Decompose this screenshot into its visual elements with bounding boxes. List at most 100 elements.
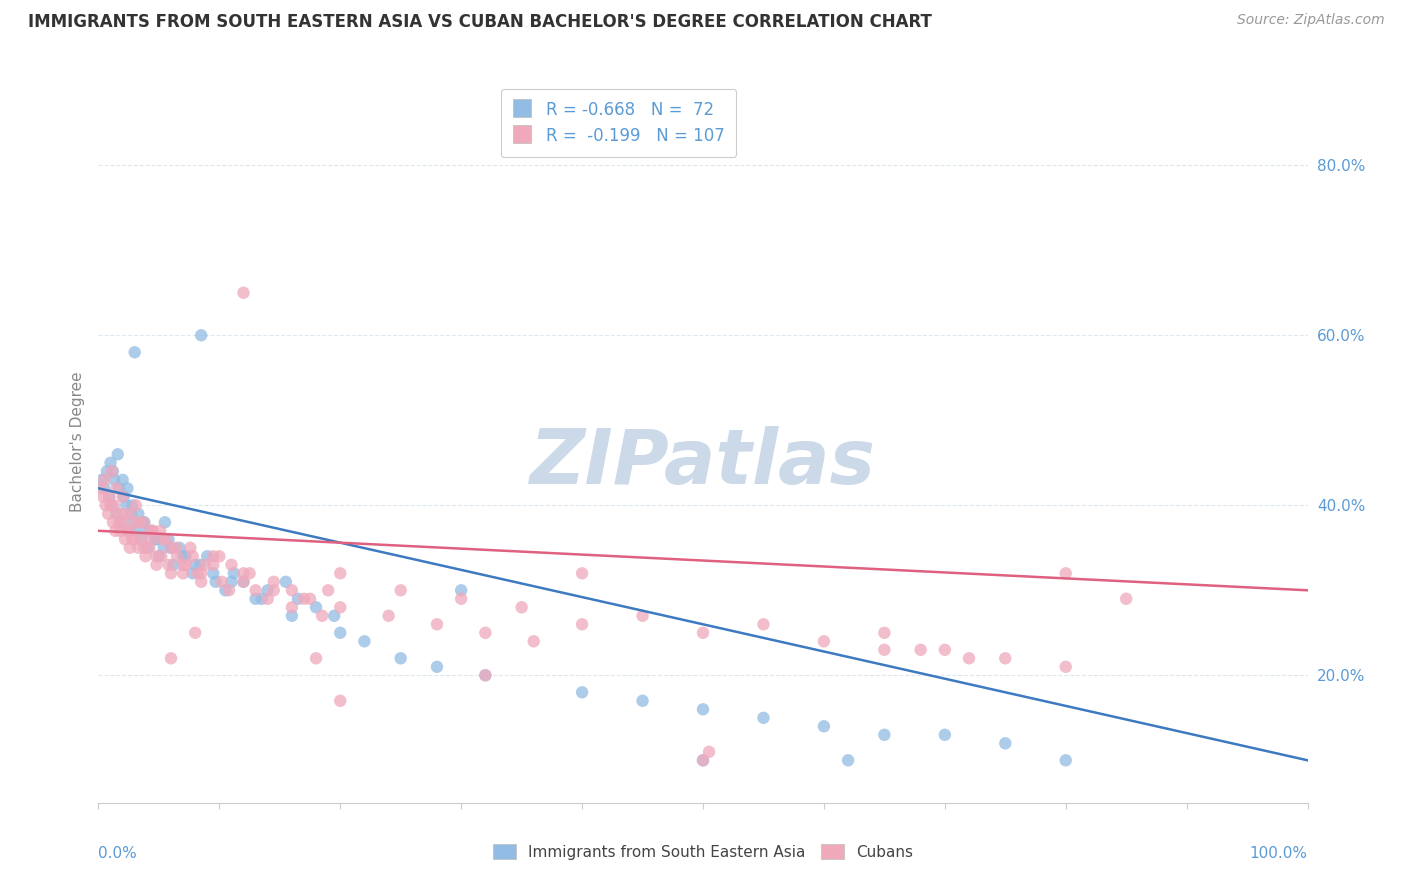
Point — [292, 591, 315, 606]
Point — [110, 516, 132, 530]
Point — [181, 566, 204, 581]
Point — [1115, 591, 1137, 606]
Point — [232, 285, 254, 300]
Point — [523, 634, 546, 648]
Point — [152, 541, 174, 555]
Point — [104, 524, 127, 538]
Point — [138, 524, 160, 538]
Point — [323, 608, 346, 623]
Point — [160, 651, 183, 665]
Point — [132, 516, 155, 530]
Point — [127, 507, 149, 521]
Point — [190, 566, 212, 581]
Point — [174, 558, 197, 572]
Point — [141, 524, 163, 538]
Y-axis label: Bachelor's Degree: Bachelor's Degree — [69, 371, 84, 512]
Point — [692, 753, 714, 767]
Point — [697, 745, 720, 759]
Point — [329, 566, 352, 581]
Point — [93, 473, 115, 487]
Point — [101, 464, 124, 478]
Point — [1054, 660, 1077, 674]
Point — [910, 642, 932, 657]
Point — [287, 591, 309, 606]
Point — [190, 574, 212, 589]
Point — [250, 591, 273, 606]
Point — [299, 591, 322, 606]
Point — [232, 566, 254, 581]
Point — [239, 566, 262, 581]
Point — [134, 516, 156, 530]
Point — [100, 498, 122, 512]
Point — [934, 728, 956, 742]
Point — [474, 625, 496, 640]
Point — [208, 549, 231, 564]
Point — [103, 473, 125, 487]
Point — [94, 498, 117, 512]
Point — [141, 533, 163, 547]
Point — [426, 617, 449, 632]
Point — [131, 533, 153, 547]
Text: 100.0%: 100.0% — [1250, 847, 1308, 861]
Point — [115, 498, 138, 512]
Point — [117, 524, 139, 538]
Point — [692, 702, 714, 716]
Point — [281, 583, 304, 598]
Point — [149, 524, 172, 538]
Point — [389, 583, 412, 598]
Point — [194, 558, 217, 572]
Point — [281, 600, 304, 615]
Point — [118, 507, 141, 521]
Point — [132, 516, 155, 530]
Point — [813, 634, 835, 648]
Point — [136, 541, 159, 555]
Point — [329, 694, 352, 708]
Point — [187, 566, 209, 581]
Point — [128, 516, 150, 530]
Point — [450, 583, 472, 598]
Point — [813, 719, 835, 733]
Point — [118, 541, 141, 555]
Point — [474, 668, 496, 682]
Point — [184, 558, 207, 572]
Point — [117, 481, 139, 495]
Point — [211, 574, 233, 589]
Point — [510, 600, 533, 615]
Point — [281, 608, 304, 623]
Point — [103, 498, 125, 512]
Point — [263, 574, 285, 589]
Point — [125, 498, 148, 512]
Point — [571, 617, 593, 632]
Point — [172, 549, 194, 564]
Point — [127, 524, 149, 538]
Point — [145, 558, 167, 572]
Point — [157, 533, 180, 547]
Point — [108, 481, 131, 495]
Point — [232, 574, 254, 589]
Point — [631, 694, 654, 708]
Point — [160, 541, 183, 555]
Point — [222, 566, 245, 581]
Point — [169, 541, 191, 555]
Point — [202, 549, 225, 564]
Text: 0.0%: 0.0% — [98, 847, 138, 861]
Point — [121, 533, 143, 547]
Point — [305, 651, 328, 665]
Point — [93, 481, 115, 495]
Point — [108, 516, 131, 530]
Point — [172, 566, 194, 581]
Point — [150, 549, 173, 564]
Point — [148, 549, 170, 564]
Point — [145, 533, 167, 547]
Point — [214, 583, 236, 598]
Point — [202, 558, 225, 572]
Point — [190, 328, 212, 343]
Point — [221, 558, 243, 572]
Point — [571, 566, 593, 581]
Point — [329, 625, 352, 640]
Text: IMMIGRANTS FROM SOUTH EASTERN ASIA VS CUBAN BACHELOR'S DEGREE CORRELATION CHART: IMMIGRANTS FROM SOUTH EASTERN ASIA VS CU… — [28, 13, 932, 31]
Legend: Immigrants from South Eastern Asia, Cubans: Immigrants from South Eastern Asia, Cuba… — [485, 836, 921, 867]
Point — [90, 481, 112, 495]
Point — [426, 660, 449, 674]
Point — [162, 558, 184, 572]
